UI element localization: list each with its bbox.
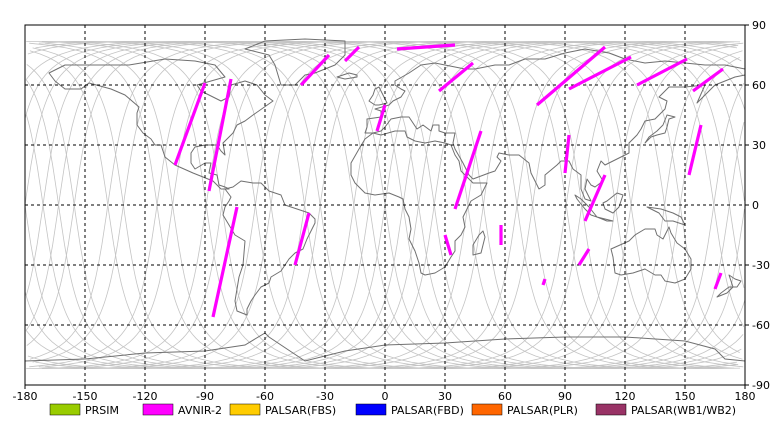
legend-swatch [229, 403, 261, 416]
orbit-tracks [24, 40, 746, 369]
y-tick-label: 0 [752, 199, 759, 212]
y-tick-label: 90 [752, 19, 766, 32]
orbit-track [29, 40, 725, 369]
orbit-track [25, 40, 744, 369]
legend-label: AVNIR-2 [178, 404, 222, 417]
x-tick-label: -60 [256, 390, 274, 403]
coastline [350, 130, 488, 276]
coastline [472, 230, 486, 256]
coastline [728, 274, 742, 288]
coverage-swath [299, 53, 331, 87]
coastline [610, 226, 692, 284]
coverage-swath [173, 82, 207, 166]
x-tick-label: 90 [558, 390, 572, 403]
map-area [24, 24, 746, 386]
legend-item: AVNIR-2 [142, 403, 222, 417]
coastline [602, 192, 624, 214]
coastline [244, 38, 346, 86]
coverage-swath [692, 67, 724, 93]
x-tick-label: 60 [498, 390, 512, 403]
orbit-track [47, 40, 744, 369]
coverage-swath [437, 61, 475, 93]
orbit-track [26, 40, 742, 369]
legend-swatch [595, 403, 627, 416]
coverage-swath [535, 45, 607, 107]
x-tick-label: -30 [316, 390, 334, 403]
coverage-swath [713, 272, 723, 290]
legend-item: PALSAR(FBD) [355, 403, 464, 417]
legend-item: PALSAR(WB1/WB2) [595, 403, 736, 417]
orbit-track [26, 40, 745, 369]
y-tick-label: -90 [752, 379, 770, 392]
x-tick-label: 0 [382, 390, 389, 403]
orbit-track [24, 40, 745, 369]
y-axis-ticks: 90 60 30 0 -30 -60 -90 [745, 19, 770, 392]
legend-item: PALSAR(FBS) [229, 403, 336, 417]
coverage-swath [687, 124, 703, 176]
x-tick-label: -120 [133, 390, 158, 403]
coverage-swath [293, 212, 311, 266]
coverage-swath [577, 248, 591, 266]
legend-label: PALSAR(FBD) [391, 404, 464, 417]
orbit-track [35, 40, 743, 369]
x-tick-label: -90 [196, 390, 214, 403]
coverage-swath [443, 234, 453, 256]
coastline [336, 72, 358, 80]
legend-label: PALSAR(WB1/WB2) [631, 404, 736, 417]
y-tick-label: -60 [752, 319, 770, 332]
coverage-swath [636, 57, 688, 87]
orbit-track [32, 40, 737, 369]
legend-swatch [142, 403, 174, 416]
y-tick-label: 60 [752, 79, 766, 92]
x-tick-label: 30 [438, 390, 452, 403]
legend-item: PALSAR(PLR) [471, 403, 578, 417]
orbit-track [29, 40, 738, 369]
legend-item: PRSIM [49, 403, 119, 417]
orbit-track [26, 40, 745, 369]
legend-swatch [355, 403, 387, 416]
orbit-track [25, 40, 746, 369]
legend-swatch [49, 403, 81, 416]
y-tick-label: 30 [752, 139, 766, 152]
coastlines [24, 38, 746, 362]
coverage-swath [343, 45, 361, 63]
x-axis-ticks: -180 -150 -120 -90 -60 -30 0 30 60 90 120 150 180 [13, 385, 756, 403]
coastline [222, 180, 316, 316]
orbit-track [24, 40, 745, 369]
x-tick-label: 120 [615, 390, 636, 403]
legend-label: PALSAR(PLR) [507, 404, 578, 417]
orbit-track [26, 40, 742, 369]
coastline [574, 194, 598, 218]
coastline-antarctica [24, 332, 746, 362]
coverage-swath [396, 43, 456, 51]
x-tick-label: -180 [13, 390, 38, 403]
x-tick-label: 180 [735, 390, 756, 403]
coverage-swath [211, 206, 239, 318]
coastline [48, 58, 274, 190]
orbit-track [26, 40, 719, 369]
coverage-swath [563, 134, 571, 174]
coverage-swath [583, 174, 607, 222]
coverage-swath [207, 78, 233, 192]
coastline [364, 48, 746, 202]
legend-label: PALSAR(FBS) [265, 404, 336, 417]
coverage-swath [453, 130, 483, 210]
coastline [716, 286, 734, 298]
legend-swatch [471, 403, 503, 416]
x-tick-label: -150 [73, 390, 98, 403]
orbit-track [25, 40, 746, 369]
coverage-swath [568, 55, 632, 91]
x-tick-label: 150 [675, 390, 696, 403]
coastline [596, 216, 614, 222]
coastline [644, 114, 676, 144]
legend-label: PRSIM [85, 404, 119, 417]
coverage-swaths [173, 43, 724, 318]
y-tick-label: -30 [752, 259, 770, 272]
orbit-track [27, 40, 740, 369]
legend: PRSIM AVNIR-2 PALSAR(FBS) PALSAR(FBD) PALSAR… [49, 403, 736, 417]
coverage-swath [541, 278, 547, 286]
coverage-swath [375, 104, 387, 132]
